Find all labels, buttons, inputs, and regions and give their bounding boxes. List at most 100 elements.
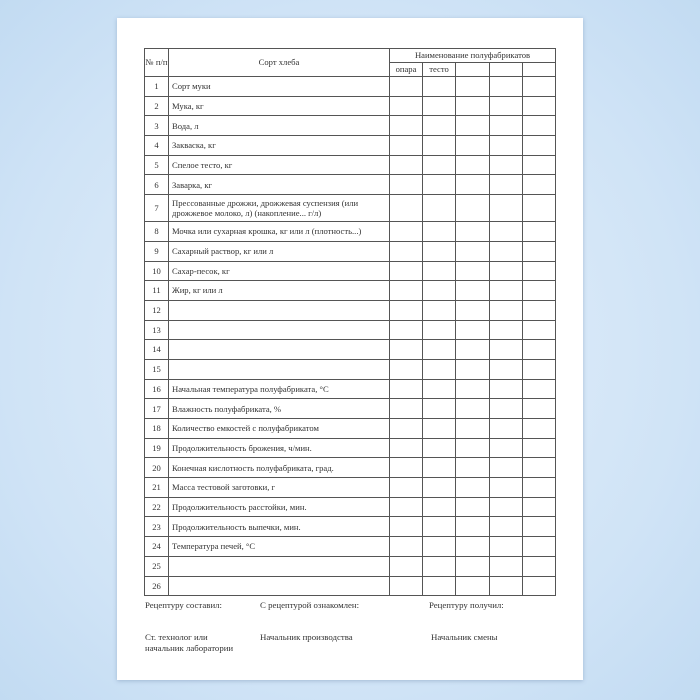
value-cell[interactable] [422,240,456,262]
value-cell[interactable] [422,174,456,196]
value-cell[interactable] [422,575,456,597]
value-cell[interactable] [455,477,490,498]
value-cell[interactable] [389,457,423,479]
value-cell[interactable] [422,154,456,176]
value-cell[interactable] [521,477,557,498]
value-cell[interactable] [422,194,456,223]
value-cell[interactable] [422,76,456,97]
value-cell[interactable] [422,437,456,459]
value-cell[interactable] [455,115,490,137]
value-cell[interactable] [455,437,490,459]
value-cell[interactable] [389,115,423,137]
value-cell[interactable] [455,95,490,117]
value-cell[interactable] [489,477,523,498]
value-cell[interactable] [422,398,456,419]
value-cell[interactable] [389,516,423,538]
value-cell[interactable] [489,174,523,196]
value-cell[interactable] [389,477,423,498]
value-cell[interactable] [389,398,423,419]
value-cell[interactable] [489,398,523,419]
value-cell[interactable] [389,174,423,196]
value-cell[interactable] [389,76,423,97]
value-cell[interactable] [389,437,423,459]
value-cell[interactable] [455,358,490,380]
value-cell[interactable] [389,135,423,156]
value-cell[interactable] [521,437,557,459]
value-cell[interactable] [521,358,557,380]
value-cell[interactable] [455,339,490,360]
value-cell[interactable] [489,457,523,479]
value-cell[interactable] [521,378,557,400]
value-cell[interactable] [521,398,557,419]
value-cell[interactable] [455,496,490,518]
value-cell[interactable] [455,221,490,242]
value-cell[interactable] [389,536,423,557]
value-cell[interactable] [489,555,523,577]
value-cell[interactable] [489,575,523,597]
value-cell[interactable] [389,221,423,242]
value-cell[interactable] [489,95,523,117]
value-cell[interactable] [455,398,490,419]
value-cell[interactable] [489,437,523,459]
value-cell[interactable] [489,115,523,137]
value-cell[interactable] [489,280,523,301]
value-cell[interactable] [422,221,456,242]
value-cell[interactable] [422,339,456,360]
value-cell[interactable] [422,115,456,137]
value-cell[interactable] [521,457,557,479]
value-cell[interactable] [489,260,523,282]
value-cell[interactable] [455,260,490,282]
value-cell[interactable] [422,135,456,156]
value-cell[interactable] [389,358,423,380]
value-cell[interactable] [389,280,423,301]
value-cell[interactable] [422,378,456,400]
value-cell[interactable] [389,418,423,439]
value-cell[interactable] [389,299,423,321]
value-cell[interactable] [455,457,490,479]
value-cell[interactable] [389,339,423,360]
value-cell[interactable] [422,260,456,282]
value-cell[interactable] [521,115,557,137]
value-cell[interactable] [489,496,523,518]
value-cell[interactable] [389,194,423,223]
value-cell[interactable] [521,221,557,242]
value-cell[interactable] [521,135,557,156]
value-cell[interactable] [521,240,557,262]
value-cell[interactable] [422,358,456,380]
value-cell[interactable] [489,358,523,380]
value-cell[interactable] [521,280,557,301]
value-cell[interactable] [489,378,523,400]
value-cell[interactable] [389,260,423,282]
value-cell[interactable] [489,516,523,538]
value-cell[interactable] [521,516,557,538]
value-cell[interactable] [455,154,490,176]
value-cell[interactable] [489,240,523,262]
value-cell[interactable] [422,457,456,479]
value-cell[interactable] [455,319,490,341]
value-cell[interactable] [422,299,456,321]
value-cell[interactable] [389,378,423,400]
value-cell[interactable] [455,76,490,97]
value-cell[interactable] [489,194,523,223]
value-cell[interactable] [489,299,523,321]
value-cell[interactable] [521,194,557,223]
value-cell[interactable] [455,536,490,557]
value-cell[interactable] [422,477,456,498]
value-cell[interactable] [521,339,557,360]
value-cell[interactable] [489,536,523,557]
value-cell[interactable] [521,260,557,282]
value-cell[interactable] [521,555,557,577]
value-cell[interactable] [455,516,490,538]
value-cell[interactable] [455,135,490,156]
value-cell[interactable] [455,174,490,196]
value-cell[interactable] [489,221,523,242]
value-cell[interactable] [521,299,557,321]
value-cell[interactable] [521,319,557,341]
value-cell[interactable] [455,280,490,301]
value-cell[interactable] [422,319,456,341]
value-cell[interactable] [389,240,423,262]
value-cell[interactable] [422,280,456,301]
value-cell[interactable] [455,194,490,223]
value-cell[interactable] [422,536,456,557]
value-cell[interactable] [455,418,490,439]
